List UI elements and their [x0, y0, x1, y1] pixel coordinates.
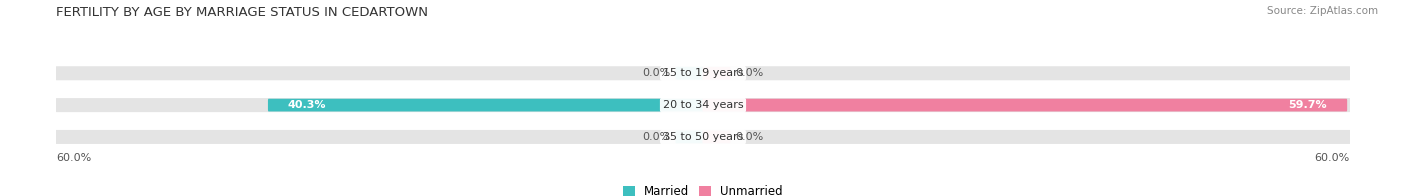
FancyBboxPatch shape — [55, 98, 1351, 112]
FancyBboxPatch shape — [675, 131, 703, 143]
Legend: Married, Unmarried: Married, Unmarried — [619, 181, 787, 196]
Text: 20 to 34 years: 20 to 34 years — [662, 100, 744, 110]
Text: Source: ZipAtlas.com: Source: ZipAtlas.com — [1267, 6, 1378, 16]
Text: 59.7%: 59.7% — [1288, 100, 1327, 110]
Text: 60.0%: 60.0% — [56, 153, 91, 163]
Text: 0.0%: 0.0% — [735, 68, 763, 78]
Text: 15 to 19 years: 15 to 19 years — [662, 68, 744, 78]
Text: 35 to 50 years: 35 to 50 years — [662, 132, 744, 142]
FancyBboxPatch shape — [703, 131, 731, 143]
FancyBboxPatch shape — [703, 99, 1347, 112]
FancyBboxPatch shape — [55, 130, 1351, 144]
Text: 0.0%: 0.0% — [643, 68, 671, 78]
FancyBboxPatch shape — [269, 99, 703, 112]
Text: 0.0%: 0.0% — [643, 132, 671, 142]
Text: 0.0%: 0.0% — [735, 132, 763, 142]
FancyBboxPatch shape — [703, 67, 731, 80]
Text: FERTILITY BY AGE BY MARRIAGE STATUS IN CEDARTOWN: FERTILITY BY AGE BY MARRIAGE STATUS IN C… — [56, 6, 429, 19]
Text: 40.3%: 40.3% — [288, 100, 326, 110]
Text: 60.0%: 60.0% — [1315, 153, 1350, 163]
FancyBboxPatch shape — [675, 67, 703, 80]
FancyBboxPatch shape — [55, 66, 1351, 80]
